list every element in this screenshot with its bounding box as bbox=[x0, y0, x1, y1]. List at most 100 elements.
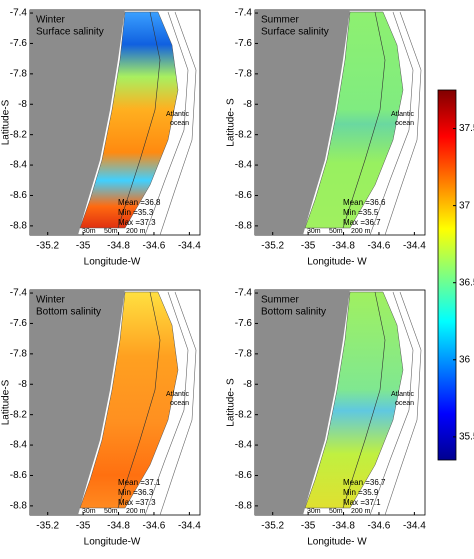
panel-title: Surface salinity bbox=[261, 27, 329, 38]
panel-title: Summer bbox=[261, 295, 299, 306]
y-tick-label: -8.2 bbox=[235, 129, 253, 140]
stat: Mean =36.6 bbox=[343, 198, 386, 207]
x-tick-label: -35 bbox=[76, 241, 91, 252]
isobath-label: 200 m bbox=[351, 508, 371, 515]
panel-title: Bottom salinity bbox=[36, 307, 101, 318]
stat: Max =37.1 bbox=[343, 498, 381, 507]
isobath bbox=[384, 291, 422, 516]
x-tick-label: -34.4 bbox=[178, 521, 201, 532]
y-tick-label: -7.8 bbox=[235, 68, 253, 79]
colorbar-tick-label: 35.5 bbox=[459, 432, 474, 443]
y-tick-label: -8 bbox=[243, 99, 252, 110]
isobath-label: 200 m bbox=[126, 228, 146, 235]
isobath-label: 30m bbox=[307, 508, 321, 515]
salinity-field bbox=[79, 291, 179, 509]
panel-title: Surface salinity bbox=[36, 27, 104, 38]
x-tick-label: -34.6 bbox=[143, 521, 166, 532]
x-axis-label: Longitude-W bbox=[84, 537, 141, 548]
y-tick-label: -8.6 bbox=[10, 190, 28, 201]
land bbox=[255, 290, 350, 515]
x-tick-label: -35.2 bbox=[36, 241, 59, 252]
stat: Mean =36.7 bbox=[343, 478, 386, 487]
land bbox=[30, 290, 125, 515]
panel-title: Summer bbox=[261, 15, 299, 26]
panel-title: Winter bbox=[36, 295, 66, 306]
colorbar-tick-label: 37.5 bbox=[459, 123, 474, 134]
isobath bbox=[342, 291, 386, 509]
y-tick-label: -8.6 bbox=[235, 190, 253, 201]
y-tick-label: -8.4 bbox=[10, 440, 28, 451]
isobath bbox=[144, 291, 189, 516]
y-tick-label: -8 bbox=[18, 379, 27, 390]
annotation: ocean bbox=[170, 120, 189, 127]
x-tick-label: -34.6 bbox=[368, 521, 391, 532]
x-tick-label: -35.2 bbox=[261, 521, 284, 532]
x-tick-label: -35.2 bbox=[36, 521, 59, 532]
isobath bbox=[342, 11, 386, 229]
y-tick-label: -8.8 bbox=[10, 501, 28, 512]
isobath bbox=[159, 291, 197, 516]
y-tick-label: -7.6 bbox=[235, 38, 253, 49]
isobath bbox=[369, 11, 414, 236]
y-tick-label: -8.8 bbox=[10, 221, 28, 232]
isobath bbox=[159, 11, 197, 236]
y-tick-label: -8.4 bbox=[10, 160, 28, 171]
isobath-label: 30m bbox=[82, 508, 96, 515]
y-tick-label: -7.4 bbox=[10, 8, 28, 19]
x-tick-label: -35 bbox=[301, 241, 316, 252]
stat: Mean =36.8 bbox=[118, 198, 161, 207]
colorbar-tick-label: 37 bbox=[459, 200, 471, 211]
salinity-field bbox=[304, 291, 404, 509]
isobath-label: 50m bbox=[104, 228, 118, 235]
x-tick-label: -34.6 bbox=[143, 241, 166, 252]
y-tick-label: -8.2 bbox=[10, 129, 28, 140]
annotation: ocean bbox=[395, 400, 414, 407]
x-tick-label: -34.8 bbox=[107, 521, 130, 532]
annotation: Atlantic bbox=[166, 391, 189, 398]
isobath-label: 50m bbox=[104, 508, 118, 515]
isobath-label: 50m bbox=[329, 508, 343, 515]
x-tick-label: -34.4 bbox=[403, 521, 426, 532]
y-tick-label: -8.4 bbox=[235, 160, 253, 171]
y-tick-label: -7.6 bbox=[10, 38, 28, 49]
x-axis-label: Longitude- W bbox=[307, 257, 367, 268]
isobath-label: 200 m bbox=[126, 508, 146, 515]
x-axis-label: Longitude-W bbox=[84, 257, 141, 268]
annotation: ocean bbox=[395, 120, 414, 127]
stat: Mean =37.1 bbox=[118, 478, 161, 487]
isobath bbox=[117, 291, 161, 509]
y-tick-label: -8.8 bbox=[235, 501, 253, 512]
y-tick-label: -8.6 bbox=[10, 470, 28, 481]
y-tick-label: -7.6 bbox=[235, 318, 253, 329]
map-panel: -7.4 -7.6 -7.8 -8 -8.2 -8.4 -8.6 -8.8 -35.2 -35 -3… bbox=[226, 8, 427, 268]
colorbar bbox=[437, 89, 457, 461]
y-axis-label: Latitude- S bbox=[226, 98, 237, 147]
x-tick-label: -34.4 bbox=[403, 241, 426, 252]
stat: Min =36.3 bbox=[118, 488, 154, 497]
land bbox=[255, 10, 350, 235]
land bbox=[30, 10, 125, 235]
colorbar-tick-label: 36.5 bbox=[459, 277, 474, 288]
y-tick-label: -8.6 bbox=[235, 470, 253, 481]
isobath-label: 30m bbox=[307, 228, 321, 235]
y-tick-label: -7.8 bbox=[10, 348, 28, 359]
y-tick-label: -8 bbox=[18, 99, 27, 110]
isobath-label: 50m bbox=[329, 228, 343, 235]
y-tick-label: -8.8 bbox=[235, 221, 253, 232]
isobath bbox=[117, 11, 161, 229]
y-tick-label: -7.8 bbox=[235, 348, 253, 359]
annotation: Atlantic bbox=[391, 391, 414, 398]
annotation: Atlantic bbox=[391, 111, 414, 118]
y-tick-label: -8 bbox=[243, 379, 252, 390]
isobath bbox=[369, 291, 414, 516]
stat: Max =37.3 bbox=[118, 498, 156, 507]
stat: Min =35.9 bbox=[343, 488, 379, 497]
isobath bbox=[144, 11, 189, 236]
x-tick-label: -34.4 bbox=[178, 241, 201, 252]
y-tick-label: -8.4 bbox=[235, 440, 253, 451]
annotation: ocean bbox=[170, 400, 189, 407]
y-tick-label: -7.4 bbox=[235, 8, 253, 19]
x-tick-label: -35.2 bbox=[261, 241, 284, 252]
x-tick-label: -35 bbox=[76, 521, 91, 532]
